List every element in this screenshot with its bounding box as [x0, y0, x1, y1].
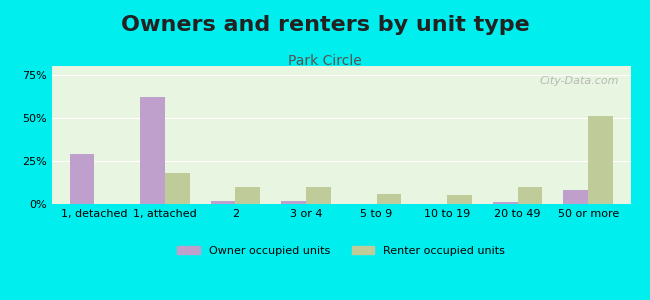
- Legend: Owner occupied units, Renter occupied units: Owner occupied units, Renter occupied un…: [173, 242, 510, 260]
- Bar: [281, 200, 306, 204]
- Bar: [140, 97, 165, 204]
- Bar: [235, 187, 260, 204]
- Bar: [165, 173, 190, 204]
- Text: Owners and renters by unit type: Owners and renters by unit type: [121, 15, 529, 35]
- Bar: [376, 194, 401, 204]
- Bar: [306, 187, 331, 204]
- Bar: [493, 202, 517, 204]
- Bar: [517, 187, 542, 204]
- Text: Park Circle: Park Circle: [288, 54, 362, 68]
- Bar: [211, 200, 235, 204]
- Text: City-Data.com: City-Data.com: [540, 76, 619, 86]
- Bar: [588, 116, 613, 204]
- Bar: [447, 195, 472, 204]
- Bar: [70, 154, 94, 204]
- Bar: [564, 190, 588, 204]
